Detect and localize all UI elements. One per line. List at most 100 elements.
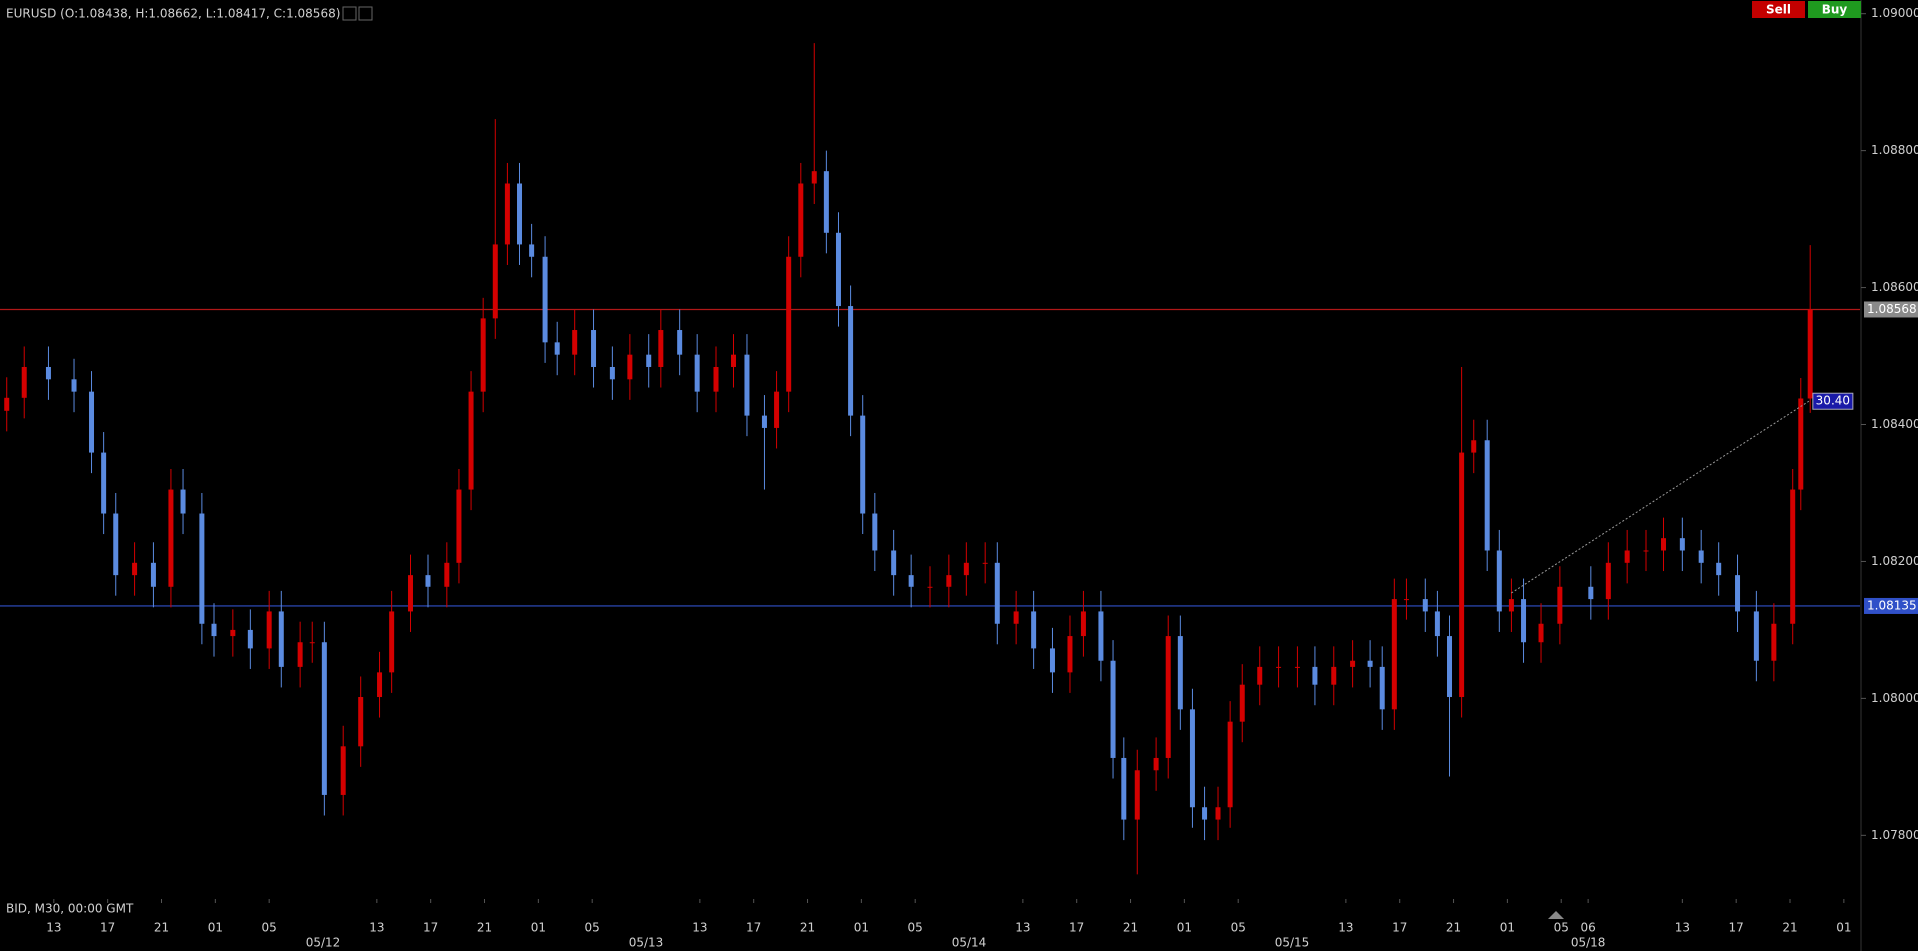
- candle-body: [407, 575, 413, 612]
- candle-body: [694, 354, 700, 392]
- candle-body: [982, 562, 988, 564]
- x-tick-label: 21: [1782, 921, 1797, 935]
- candle-body: [1312, 666, 1318, 685]
- candle-body: [646, 354, 652, 367]
- date-tick-label: 05/18: [1571, 936, 1606, 950]
- candle-body: [1367, 660, 1373, 667]
- candle-body: [946, 575, 952, 587]
- x-tick-label: 01: [208, 921, 223, 935]
- candle-body: [1227, 721, 1233, 808]
- candle-body: [132, 562, 138, 576]
- candle-body: [1790, 489, 1796, 624]
- x-tick-label: 13: [46, 921, 61, 935]
- candle-body: [480, 318, 486, 392]
- candle-body: [1202, 807, 1208, 820]
- candle-body: [168, 489, 174, 587]
- trade-button-label[interactable]: Buy: [1822, 3, 1848, 17]
- candle-body: [1508, 599, 1514, 612]
- candle-body: [529, 244, 535, 257]
- candle-body: [1121, 757, 1127, 820]
- price-tag-label: 1.08568: [1867, 302, 1917, 316]
- candle-body: [247, 629, 253, 649]
- settings-icon[interactable]: [342, 6, 357, 21]
- candle-body: [609, 366, 615, 380]
- candle-body: [321, 642, 327, 795]
- scroll-marker[interactable]: [1548, 911, 1564, 919]
- candle-body: [1153, 757, 1159, 771]
- x-tick-label: 21: [800, 921, 815, 935]
- candle-body: [963, 562, 969, 576]
- trade-button[interactable]: [1808, 1, 1861, 18]
- price-tag: [1864, 301, 1918, 318]
- x-tick-label: 01: [531, 921, 546, 935]
- refresh-icon[interactable]: [358, 6, 373, 21]
- candle-body: [744, 354, 750, 416]
- candle-body: [572, 330, 578, 355]
- trendline-tag: [1812, 392, 1854, 410]
- candle-body: [1484, 440, 1490, 551]
- candle-body: [1624, 550, 1630, 563]
- x-tick-label: 13: [1338, 921, 1353, 935]
- candle-body: [230, 629, 236, 637]
- date-tick-label: 05/15: [1275, 936, 1310, 950]
- candle-body: [1447, 636, 1453, 698]
- candle-body: [1422, 599, 1428, 612]
- x-tick-label: 05: [262, 921, 277, 935]
- candle-body: [1753, 611, 1759, 661]
- x-tick-label: 21: [1446, 921, 1461, 935]
- candle-body: [786, 256, 792, 392]
- candle-body: [713, 366, 719, 392]
- x-tick-label: 17: [423, 921, 438, 935]
- candle-body: [554, 342, 560, 355]
- trade-button-label[interactable]: Sell: [1766, 3, 1791, 17]
- candle-body: [927, 586, 933, 588]
- x-tick-label: 05: [1554, 921, 1569, 935]
- date-tick-label: 05/12: [306, 936, 341, 950]
- candle-body: [150, 562, 156, 587]
- chart-title: EURUSD (O:1.08438, H:1.08662, L:1.08417,…: [6, 7, 340, 21]
- date-tick-label: 05/13: [629, 936, 664, 950]
- price-tag: [1864, 597, 1918, 614]
- candle-body: [1403, 599, 1409, 601]
- candle-body: [860, 415, 866, 514]
- candle-body: [1080, 611, 1086, 637]
- candle-body: [731, 354, 737, 367]
- candle-body: [4, 397, 10, 411]
- candle-body: [1588, 586, 1594, 600]
- candle-body: [994, 562, 1000, 624]
- candle-body: [1679, 538, 1685, 551]
- x-tick-label: 06: [1580, 921, 1595, 935]
- candle-body: [492, 244, 498, 319]
- candle-body: [848, 306, 854, 416]
- x-tick-label: 13: [1015, 921, 1030, 935]
- candle-body: [1391, 599, 1397, 710]
- candle-body: [761, 415, 767, 428]
- candle-body: [425, 575, 431, 587]
- candle-body: [811, 171, 817, 184]
- candle-body: [1735, 575, 1741, 612]
- candle-body: [504, 183, 510, 245]
- candle-body: [798, 183, 804, 257]
- x-tick-label: 01: [854, 921, 869, 935]
- candle-body: [891, 550, 897, 576]
- candle-body: [1098, 611, 1104, 661]
- x-tick-label: 13: [1675, 921, 1690, 935]
- x-tick-label: 17: [746, 921, 761, 935]
- candle-body: [1471, 440, 1477, 453]
- candle-body: [1459, 452, 1465, 698]
- candle-body: [1189, 709, 1195, 808]
- candle-body: [180, 489, 186, 514]
- candle-body: [1496, 550, 1502, 612]
- candle-body: [1350, 660, 1356, 667]
- candle-body: [542, 256, 548, 343]
- candle-body: [377, 672, 383, 698]
- candle-body: [1434, 611, 1440, 637]
- trade-button[interactable]: [1752, 1, 1805, 18]
- candle-body: [1716, 562, 1722, 576]
- x-tick-label: 17: [100, 921, 115, 935]
- candle-body: [297, 642, 303, 667]
- candle-body: [340, 746, 346, 795]
- candle-body: [1134, 770, 1140, 820]
- candle-body: [1521, 599, 1527, 643]
